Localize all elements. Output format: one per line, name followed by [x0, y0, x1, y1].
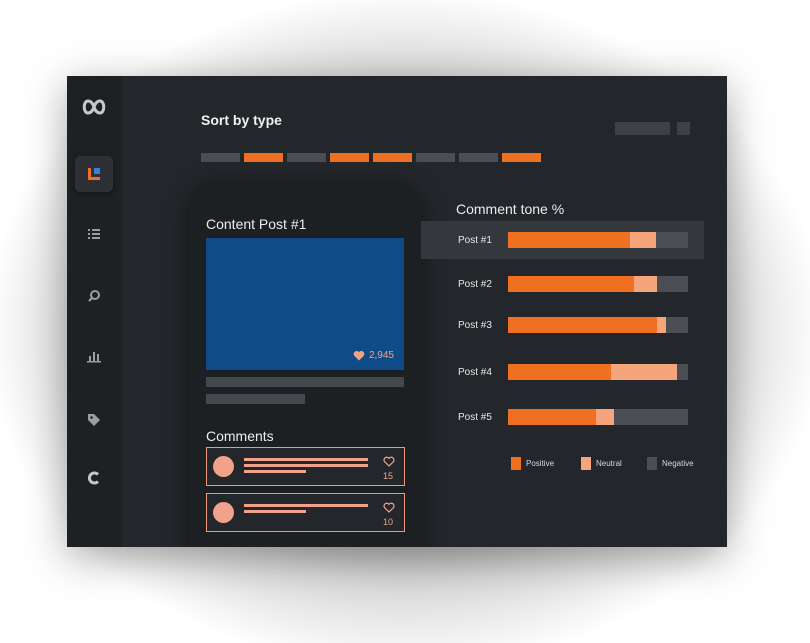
bar-segment-neutral: [610, 364, 678, 380]
logo-icon: [82, 99, 106, 115]
tone-row[interactable]: Post #5: [421, 398, 704, 436]
post-caption-line: [206, 377, 404, 387]
bar-segment-positive: [508, 232, 631, 248]
stacked-bar: [508, 364, 688, 380]
legend-neutral: Neutral: [581, 457, 622, 470]
tone-row-label: Post #1: [458, 234, 492, 246]
bar-segment-positive: [508, 364, 611, 380]
post-caption-line: [206, 394, 305, 404]
post-title: Content Post #1: [206, 216, 307, 232]
tag-icon: [88, 414, 100, 426]
bar-segment-positive: [508, 409, 597, 425]
bar-segment-negative: [677, 364, 688, 380]
top-control-button[interactable]: [677, 122, 690, 135]
refresh-icon: [88, 471, 100, 485]
filter-bar: [201, 153, 541, 162]
bar-segment-negative: [657, 276, 688, 292]
bar-segment-neutral: [634, 276, 658, 292]
sidebar-item-tags[interactable]: [75, 402, 113, 438]
stacked-bar: [508, 317, 688, 333]
comment-card[interactable]: 15: [206, 447, 405, 486]
comment-text-line: [244, 458, 368, 461]
tone-row[interactable]: Post #1: [421, 221, 704, 259]
search-icon: [88, 290, 100, 302]
filter-chip[interactable]: [201, 153, 240, 162]
top-control-field[interactable]: [615, 122, 670, 135]
heart-icon: [353, 351, 365, 361]
bar-segment-neutral: [596, 409, 615, 425]
sidebar-item-refresh[interactable]: [75, 460, 113, 496]
stacked-bar: [508, 276, 688, 292]
comments-title: Comments: [206, 428, 274, 444]
filter-chip[interactable]: [502, 153, 541, 162]
bar-chart-icon: [87, 352, 101, 363]
bar-segment-neutral: [630, 232, 656, 248]
list-icon: [88, 229, 100, 239]
likes-count: 2,945: [368, 350, 394, 361]
filter-chip[interactable]: [330, 153, 369, 162]
bar-segment-positive: [508, 317, 658, 333]
legend-label: Negative: [662, 459, 694, 468]
filter-chip[interactable]: [373, 153, 412, 162]
tone-row[interactable]: Post #2: [421, 265, 704, 303]
legend-negative: Negative: [647, 457, 694, 470]
comment-text-line: [244, 504, 368, 507]
tone-row-label: Post #4: [458, 366, 492, 378]
likes-counter[interactable]: 2,945: [353, 350, 394, 361]
filter-chip[interactable]: [459, 153, 498, 162]
bar-segment-negative: [666, 317, 688, 333]
dashboard-icon: [88, 168, 100, 180]
filter-chip[interactable]: [416, 153, 455, 162]
tone-row[interactable]: Post #4: [421, 353, 704, 391]
comment-like-count: 10: [382, 517, 393, 527]
sidebar-item-search[interactable]: [75, 278, 113, 314]
tone-row-label: Post #3: [458, 319, 492, 331]
phone-preview: Content Post #1 2,945 Comments 15: [189, 180, 421, 547]
comment-card[interactable]: 10: [206, 493, 405, 532]
legend-positive: Positive: [511, 457, 554, 470]
legend-swatch: [511, 457, 521, 470]
chart-title: Comment tone %: [456, 201, 565, 217]
avatar: [213, 502, 234, 523]
bar-segment-negative: [614, 409, 688, 425]
legend-swatch: [647, 457, 657, 470]
stacked-bar: [508, 232, 688, 248]
sidebar-item-dashboard[interactable]: [75, 156, 113, 192]
tone-row-label: Post #5: [458, 411, 492, 423]
sidebar-item-list[interactable]: [75, 216, 113, 252]
sidebar-item-analytics[interactable]: [75, 338, 113, 374]
bar-segment-positive: [508, 276, 634, 292]
bar-segment-neutral: [657, 317, 667, 333]
stacked-bar: [508, 409, 688, 425]
legend-label: Neutral: [596, 459, 622, 468]
post-image[interactable]: 2,945: [206, 238, 404, 370]
legend-swatch: [581, 457, 591, 470]
comment-text-line: [244, 510, 306, 513]
comment-text-line: [244, 470, 306, 473]
tone-row-label: Post #2: [458, 278, 492, 290]
comment-like-count: 15: [382, 471, 393, 481]
heart-outline-icon[interactable]: [383, 456, 395, 467]
avatar: [213, 456, 234, 477]
tone-row[interactable]: Post #3: [421, 306, 704, 344]
filter-chip[interactable]: [244, 153, 283, 162]
app-window: Sort by type Content Post #1 2,945 Comme…: [67, 76, 727, 547]
heart-outline-icon[interactable]: [383, 502, 395, 513]
sidebar: [67, 76, 122, 547]
page-title: Sort by type: [201, 112, 282, 128]
legend-label: Positive: [526, 459, 555, 468]
bar-segment-negative: [655, 232, 688, 248]
filter-chip[interactable]: [287, 153, 326, 162]
comment-text-line: [244, 464, 368, 467]
